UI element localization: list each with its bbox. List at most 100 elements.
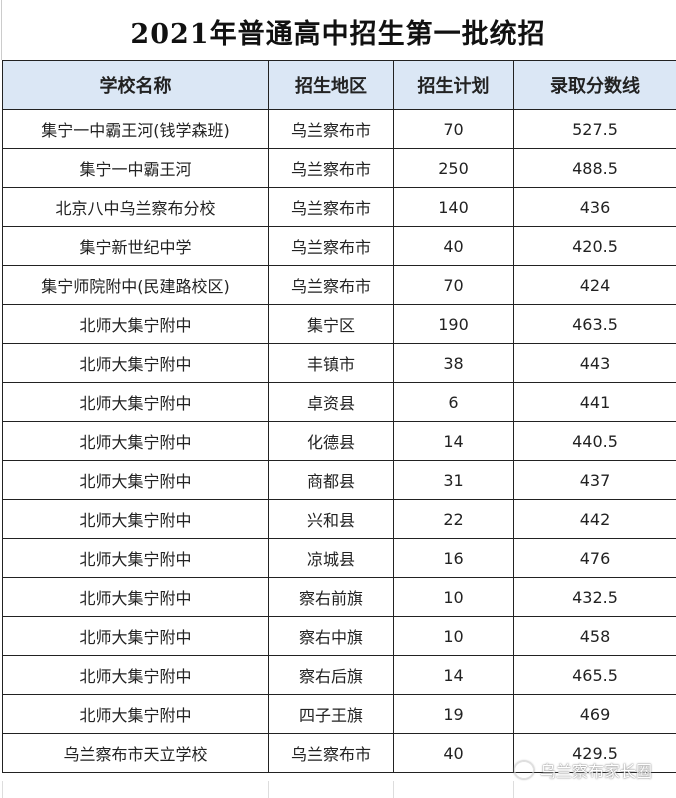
cell-plan: 10 <box>393 616 514 656</box>
cell-plan: 250 <box>393 148 514 188</box>
sheet-gridline <box>268 781 269 798</box>
cell-score: 465.5 <box>513 655 676 695</box>
cell-school: 集宁一中霸王河(钱学森班) <box>2 109 269 149</box>
cell-region: 乌兰察布市 <box>268 265 394 305</box>
table-row: 集宁一中霸王河 乌兰察布市 250 488.5 <box>2 148 676 188</box>
cell-score: 420.5 <box>513 226 676 266</box>
page-title: 2021年普通高中招生第一批统招 <box>130 19 546 50</box>
cell-plan: 6 <box>393 382 514 422</box>
table-row: 北师大集宁附中 集宁区 190 463.5 <box>2 304 676 344</box>
cell-score: 469 <box>513 694 676 734</box>
cell-region: 丰镇市 <box>268 343 394 383</box>
cell-score: 443 <box>513 343 676 383</box>
column-header-region: 招生地区 <box>268 60 394 110</box>
cell-score: 488.5 <box>513 148 676 188</box>
cell-school: 北师大集宁附中 <box>2 694 269 734</box>
cell-plan: 31 <box>393 460 514 500</box>
table-row: 北师大集宁附中 察右中旗 10 458 <box>2 616 676 656</box>
cell-plan: 22 <box>393 499 514 539</box>
table-header-row: 学校名称 招生地区 招生计划 录取分数线 <box>2 60 676 110</box>
cell-plan: 190 <box>393 304 514 344</box>
sheet-gridline <box>1 0 2 60</box>
cell-school: 北师大集宁附中 <box>2 421 269 461</box>
cell-region: 察右前旗 <box>268 577 394 617</box>
watermark: 乌兰察布家长圈 <box>514 758 652 782</box>
table-row: 集宁一中霸王河(钱学森班) 乌兰察布市 70 527.5 <box>2 109 676 149</box>
cell-region: 凉城县 <box>268 538 394 578</box>
column-header-school: 学校名称 <box>2 60 269 110</box>
cell-score: 441 <box>513 382 676 422</box>
table-row: 北师大集宁附中 四子王旗 19 469 <box>2 694 676 734</box>
cell-region: 集宁区 <box>268 304 394 344</box>
cell-region: 乌兰察布市 <box>268 148 394 188</box>
cell-score: 436 <box>513 187 676 227</box>
cell-plan: 16 <box>393 538 514 578</box>
cell-plan: 70 <box>393 109 514 149</box>
sheet-gridline <box>2 781 3 798</box>
table-row: 北师大集宁附中 商都县 31 437 <box>2 460 676 500</box>
cell-score: 458 <box>513 616 676 656</box>
cell-school: 集宁一中霸王河 <box>2 148 269 188</box>
cell-score: 424 <box>513 265 676 305</box>
cell-school: 北师大集宁附中 <box>2 616 269 656</box>
cell-school: 乌兰察布市天立学校 <box>2 733 269 773</box>
table-row: 北师大集宁附中 卓资县 6 441 <box>2 382 676 422</box>
cell-school: 北师大集宁附中 <box>2 382 269 422</box>
sheet-gridline <box>393 781 394 798</box>
watermark-text: 乌兰察布家长圈 <box>540 762 653 781</box>
table-row: 北师大集宁附中 察右后旗 14 465.5 <box>2 655 676 695</box>
cell-score: 429.5 <box>513 733 676 773</box>
cell-score: 463.5 <box>513 304 676 344</box>
cell-plan: 70 <box>393 265 514 305</box>
cell-region: 察右后旗 <box>268 655 394 695</box>
cell-score: 440.5 <box>513 421 676 461</box>
cell-school: 集宁师院附中(民建路校区) <box>2 265 269 305</box>
cell-region: 卓资县 <box>268 382 394 422</box>
cell-school: 北师大集宁附中 <box>2 577 269 617</box>
cell-plan: 40 <box>393 733 514 773</box>
cell-score: 442 <box>513 499 676 539</box>
sheet-gridline <box>513 781 514 798</box>
cell-region: 乌兰察布市 <box>268 187 394 227</box>
cell-plan: 38 <box>393 343 514 383</box>
table-row: 北师大集宁附中 兴和县 22 442 <box>2 499 676 539</box>
table-row: 乌兰察布市天立学校 乌兰察布市 40 429.5 <box>2 733 676 773</box>
table-row: 北师大集宁附中 凉城县 16 476 <box>2 538 676 578</box>
table-row: 北师大集宁附中 察右前旗 10 432.5 <box>2 577 676 617</box>
cell-region: 乌兰察布市 <box>268 733 394 773</box>
cell-school: 北师大集宁附中 <box>2 304 269 344</box>
cell-plan: 14 <box>393 655 514 695</box>
cell-school: 集宁新世纪中学 <box>2 226 269 266</box>
table-row: 集宁师院附中(民建路校区) 乌兰察布市 70 424 <box>2 265 676 305</box>
cell-school: 北师大集宁附中 <box>2 538 269 578</box>
cell-score: 476 <box>513 538 676 578</box>
cell-plan: 10 <box>393 577 514 617</box>
column-header-plan: 招生计划 <box>393 60 514 110</box>
admission-table: 学校名称 招生地区 招生计划 录取分数线 集宁一中霸王河(钱学森班) 乌兰察布市 7… <box>2 60 676 773</box>
cell-plan: 140 <box>393 187 514 227</box>
cell-school: 北师大集宁附中 <box>2 343 269 383</box>
cell-region: 四子王旗 <box>268 694 394 734</box>
cell-region: 商都县 <box>268 460 394 500</box>
column-header-score: 录取分数线 <box>513 60 676 110</box>
cell-school: 北京八中乌兰察布分校 <box>2 187 269 227</box>
table-row: 北师大集宁附中 化德县 14 440.5 <box>2 421 676 461</box>
cell-plan: 19 <box>393 694 514 734</box>
cell-score: 437 <box>513 460 676 500</box>
cell-school: 北师大集宁附中 <box>2 655 269 695</box>
cell-plan: 14 <box>393 421 514 461</box>
wechat-account-icon <box>514 761 534 779</box>
cell-region: 化德县 <box>268 421 394 461</box>
cell-school: 北师大集宁附中 <box>2 499 269 539</box>
cell-plan: 40 <box>393 226 514 266</box>
cell-score: 432.5 <box>513 577 676 617</box>
cell-region: 乌兰察布市 <box>268 109 394 149</box>
cell-region: 察右中旗 <box>268 616 394 656</box>
cell-region: 兴和县 <box>268 499 394 539</box>
cell-region: 乌兰察布市 <box>268 226 394 266</box>
table-row: 集宁新世纪中学 乌兰察布市 40 420.5 <box>2 226 676 266</box>
table-row: 北京八中乌兰察布分校 乌兰察布市 140 436 <box>2 187 676 227</box>
cell-score: 527.5 <box>513 109 676 149</box>
cell-school: 北师大集宁附中 <box>2 460 269 500</box>
table-row: 北师大集宁附中 丰镇市 38 443 <box>2 343 676 383</box>
